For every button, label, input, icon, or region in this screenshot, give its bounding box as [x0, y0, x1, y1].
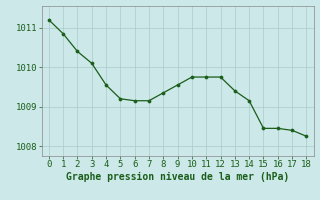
X-axis label: Graphe pression niveau de la mer (hPa): Graphe pression niveau de la mer (hPa)	[66, 172, 289, 182]
